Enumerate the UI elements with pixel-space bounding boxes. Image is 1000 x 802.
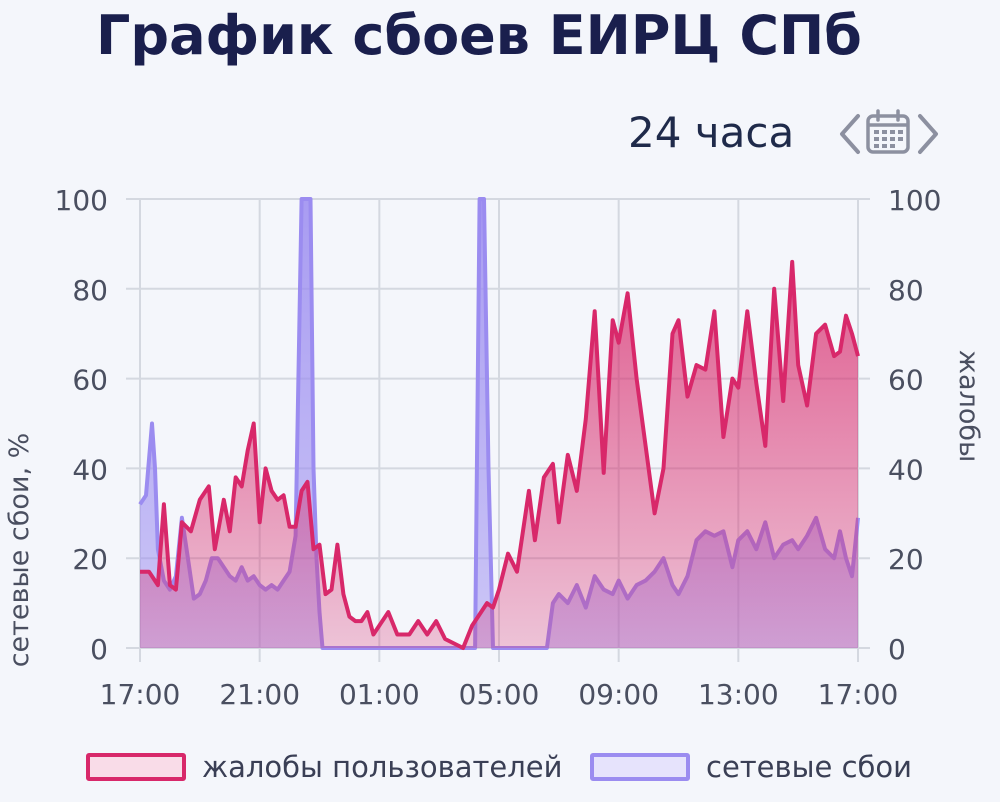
y-tick-label-left: 100 (55, 184, 108, 217)
legend-label-complaints: жалобы пользователей (202, 750, 563, 784)
legend-label-network: сетевые сбои (706, 750, 912, 784)
y-tick-label-right: 20 (888, 543, 924, 576)
y-tick-label-right: 40 (888, 453, 924, 486)
legend-swatch-network (590, 753, 690, 781)
y-tick-label-right: 60 (888, 364, 924, 397)
x-tick-label: 05:00 (459, 678, 540, 711)
calendar-icon[interactable] (865, 108, 911, 156)
y-tick-label-left: 0 (90, 633, 108, 666)
x-tick-label: 09:00 (578, 678, 659, 711)
x-tick-label: 17:00 (100, 678, 181, 711)
period-label[interactable]: 24 часа (628, 108, 795, 157)
legend-swatch-complaints (86, 753, 186, 781)
legend-network[interactable]: сетевые сбои (590, 750, 912, 784)
chevron-right-icon[interactable] (916, 112, 942, 156)
y-tick-label-right: 0 (888, 633, 906, 666)
y-tick-label-right: 80 (888, 274, 924, 307)
y-axis-label-left: сетевые сбои, % (4, 433, 35, 668)
y-tick-label-left: 20 (72, 543, 108, 576)
y-tick-label-left: 40 (72, 453, 108, 486)
x-tick-label: 13:00 (698, 678, 779, 711)
x-tick-label: 17:00 (818, 678, 899, 711)
legend-complaints[interactable]: жалобы пользователей (86, 750, 563, 784)
page-title: График сбоев ЕИРЦ СПб (96, 4, 862, 67)
y-tick-label-right: 100 (888, 184, 941, 217)
series-line-complaints (140, 259, 860, 650)
chevron-left-icon[interactable] (836, 112, 862, 156)
x-tick-label: 21:00 (219, 678, 300, 711)
outage-chart: 0 0 20 20 40 40 60 60 80 80 100 100 17:00 21:00 01:00 0… (4, 184, 984, 711)
y-tick-label-left: 60 (72, 364, 108, 397)
y-axis-label-right: жалобы (953, 350, 984, 463)
y-tick-label-left: 80 (72, 274, 108, 307)
x-tick-label: 01:00 (339, 678, 420, 711)
